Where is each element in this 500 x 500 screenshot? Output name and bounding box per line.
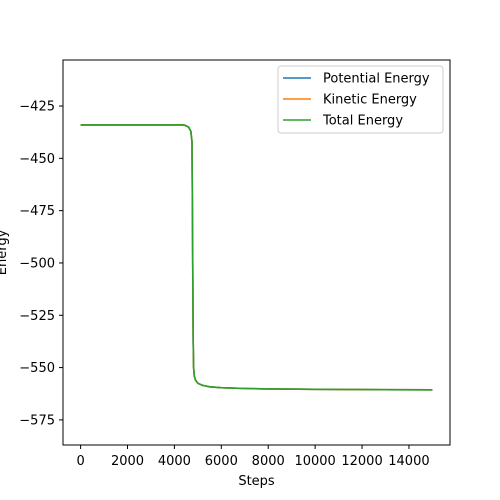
y-axis-ticks: −425 −450 −475 −500 −525 −550 −575 [19, 100, 63, 428]
x-tick-label: 10000 [294, 454, 335, 469]
x-tick-label: 8000 [252, 454, 285, 469]
x-tick-label: 12000 [341, 454, 382, 469]
x-axis-label: Steps [238, 474, 275, 489]
x-tick-label: 6000 [205, 454, 238, 469]
legend-label-potential-energy: Potential Energy [323, 72, 430, 87]
x-tick-label: 0 [76, 454, 84, 469]
legend: Potential Energy Kinetic Energy Total Ener… [277, 65, 444, 134]
legend-box [277, 65, 444, 134]
y-tick-label: −425 [19, 100, 55, 115]
y-tick-label: −475 [19, 204, 55, 219]
x-tick-label: 4000 [158, 454, 191, 469]
y-tick-label: −500 [19, 256, 55, 271]
y-tick-label: −575 [19, 413, 55, 428]
x-tick-label: 14000 [388, 454, 429, 469]
y-tick-label: −550 [19, 361, 55, 376]
plot-frame [62, 59, 451, 446]
y-tick-label: −525 [19, 309, 55, 324]
legend-label-total-energy: Total Energy [322, 114, 403, 129]
y-axis-label: Energy [0, 229, 10, 275]
x-tick-label: 2000 [111, 454, 144, 469]
series-lines [80, 124, 433, 391]
x-axis-ticks: 0 2000 4000 6000 8000 10000 12000 14000 [76, 445, 430, 469]
legend-label-kinetic-energy: Kinetic Energy [323, 93, 417, 108]
series-line-total-energy [80, 124, 433, 391]
y-tick-label: −450 [19, 152, 55, 167]
